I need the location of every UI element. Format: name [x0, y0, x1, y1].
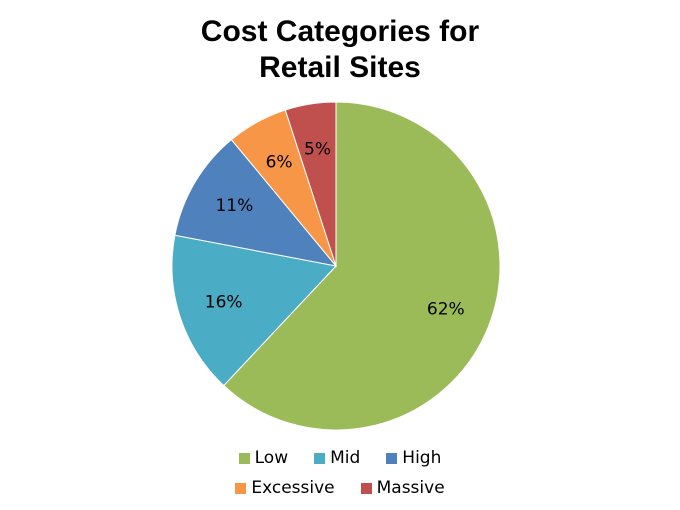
data-label-excessive: 6%: [266, 153, 293, 173]
legend-swatch-high: [386, 452, 398, 464]
data-label-mid: 16%: [205, 292, 243, 312]
legend-label-mid: Mid: [330, 448, 361, 468]
legend-label-massive: Massive: [376, 478, 445, 498]
legend-item-low: Low: [238, 448, 289, 468]
legend: Low Mid High Excessive Massive: [0, 443, 680, 503]
pie-slice-massive: [284, 101, 337, 267]
legend-swatch-excessive: [235, 482, 247, 494]
legend-row-2: Excessive Massive: [0, 473, 680, 503]
legend-swatch-low: [238, 452, 250, 464]
legend-label-excessive: Excessive: [251, 478, 335, 498]
legend-row-1: Low Mid High: [0, 443, 680, 473]
pie-slice-mid: [171, 234, 337, 387]
legend-item-high: High: [386, 448, 441, 468]
pie-slice-high: [174, 138, 338, 267]
data-label-massive: 5%: [304, 139, 331, 159]
legend-label-high: High: [402, 448, 442, 468]
chart-title-line-2: Retail Sites: [259, 51, 421, 84]
pie-slice-low: [223, 101, 501, 431]
legend-swatch-massive: [360, 482, 372, 494]
legend-swatch-mid: [314, 452, 326, 464]
legend-item-massive: Massive: [360, 478, 445, 498]
chart-title: Cost Categories for Retail Sites: [0, 14, 680, 86]
legend-label-low: Low: [254, 448, 289, 468]
legend-item-mid: Mid: [314, 448, 360, 468]
chart-title-line-1: Cost Categories for: [200, 15, 480, 48]
data-label-high: 11%: [215, 196, 253, 216]
legend-item-excessive: Excessive: [235, 478, 335, 498]
pie-chart: 62% 16% 11% 6% 5%: [171, 101, 501, 431]
data-label-low: 62%: [427, 299, 465, 319]
